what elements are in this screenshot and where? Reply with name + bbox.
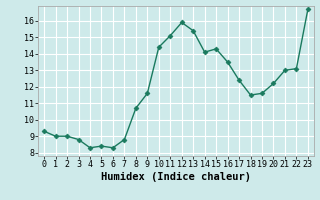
X-axis label: Humidex (Indice chaleur): Humidex (Indice chaleur)	[101, 172, 251, 182]
